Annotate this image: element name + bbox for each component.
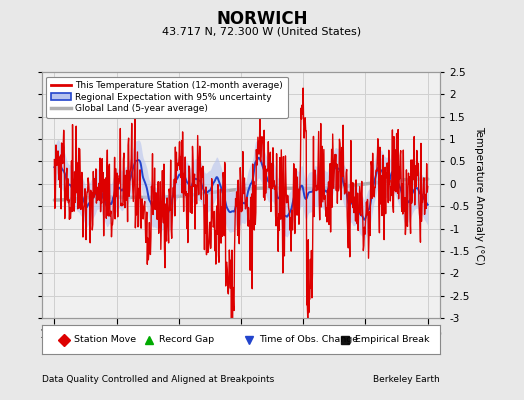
Legend: This Temperature Station (12-month average), Regional Expectation with 95% uncer: This Temperature Station (12-month avera… <box>47 76 288 118</box>
Text: Time of Obs. Change: Time of Obs. Change <box>259 335 358 344</box>
Text: Berkeley Earth: Berkeley Earth <box>374 375 440 384</box>
Text: NORWICH: NORWICH <box>216 10 308 28</box>
Y-axis label: Temperature Anomaly (°C): Temperature Anomaly (°C) <box>474 126 484 264</box>
Text: Station Move: Station Move <box>74 335 136 344</box>
Text: Data Quality Controlled and Aligned at Breakpoints: Data Quality Controlled and Aligned at B… <box>42 375 274 384</box>
Text: Empirical Break: Empirical Break <box>355 335 429 344</box>
Text: 43.717 N, 72.300 W (United States): 43.717 N, 72.300 W (United States) <box>162 26 362 36</box>
Text: Record Gap: Record Gap <box>159 335 214 344</box>
